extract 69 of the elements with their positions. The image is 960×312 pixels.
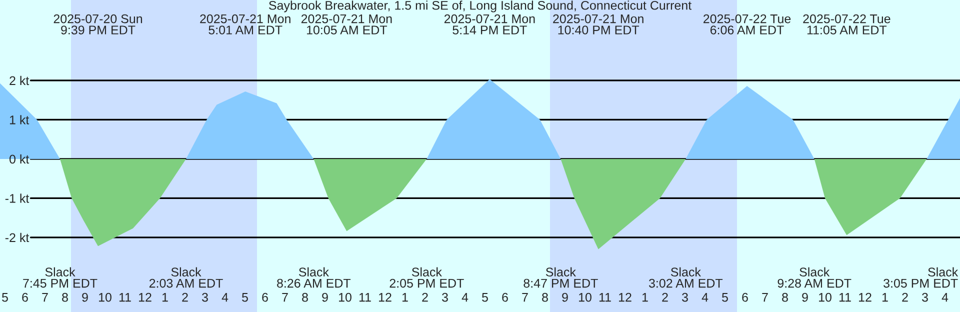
annotation: 2025-07-21 Mon 5:14 PM EDT: [444, 14, 535, 34]
x-tick-label: 3: [922, 292, 928, 302]
x-tick-label: 2: [662, 292, 668, 302]
x-tick-label: 4: [702, 293, 708, 302]
annotation: Slack 3:02 AM EDT: [648, 267, 723, 288]
x-tick-label: 12: [619, 292, 632, 302]
x-tick-label: 4: [942, 293, 948, 302]
annotation: 2025-07-22 Tue 6:06 AM EDT: [704, 14, 791, 34]
x-tick-label: 10: [339, 292, 352, 302]
x-tick-label: 2: [902, 292, 908, 302]
annotation: 2025-07-20 Sun 9:39 PM EDT: [54, 14, 142, 34]
annotation: Slack 2:03 AM EDT: [149, 267, 223, 288]
x-tick-label: 6: [742, 292, 748, 302]
x-tick-label: 5: [482, 293, 488, 302]
x-tick-label: 11: [119, 293, 131, 302]
x-tick-label: 6: [502, 292, 508, 302]
y-tick-label: 0 kt: [10, 154, 30, 164]
annotation: 2025-07-22 Tue 11:05 AM EDT: [803, 14, 890, 34]
x-tick-label: 10: [819, 292, 832, 302]
y-tick-label: 2 kt: [10, 76, 30, 86]
annotation: 2025-07-21 Mon 10:40 PM EDT: [553, 14, 644, 34]
x-tick-label: 9: [562, 292, 568, 302]
annotation: Slack 7:45 PM EDT: [23, 267, 98, 288]
x-tick-label: 5: [2, 293, 8, 302]
x-tick-label: 7: [42, 293, 48, 302]
x-tick-label: 8: [782, 292, 788, 302]
annotation: 2025-07-21 Mon 10:05 AM EDT: [301, 14, 392, 34]
x-tick-label: 10: [579, 292, 592, 302]
x-tick-label: 8: [62, 292, 68, 302]
x-tick-label: 1: [402, 293, 408, 302]
x-tick-label: 9: [322, 292, 328, 302]
x-tick-label: 3: [682, 292, 688, 302]
x-tick-label: 4: [222, 293, 228, 302]
x-tick-label: 5: [722, 293, 728, 302]
y-tick-label: 1 kt: [10, 115, 30, 124]
y-tick-label: -1 kt: [5, 194, 30, 203]
annotation: Slack 9:28 AM EDT: [778, 267, 852, 288]
x-tick-label: 11: [839, 293, 851, 302]
x-tick-label: 3: [442, 292, 448, 302]
x-tick-label: 9: [82, 292, 88, 302]
x-tick-label: 5: [242, 293, 248, 302]
chart-title: Saybrook Breakwater, 1.5 mi SE of, Long Island Sound, Connecticut Current: [269, 0, 692, 12]
x-tick-label: 2: [182, 292, 188, 302]
annotation: Slack 3:05 PM EDT: [884, 267, 958, 288]
annotation: Slack 8:47 PM EDT: [524, 267, 598, 288]
x-tick-label: 1: [642, 293, 648, 302]
x-tick-label: 9: [802, 292, 808, 302]
x-tick-label: 11: [599, 293, 611, 302]
x-tick-label: 8: [542, 292, 548, 302]
x-tick-label: 1: [162, 293, 168, 302]
x-tick-label: 6: [262, 292, 268, 302]
x-tick-label: 1: [882, 293, 888, 302]
annotation: Slack 2:05 PM EDT: [390, 267, 464, 288]
x-tick-label: 8: [302, 292, 308, 302]
x-tick-label: 12: [859, 292, 872, 302]
x-tick-label: 7: [762, 293, 768, 302]
x-tick-label: 6: [22, 292, 28, 302]
annotation: Slack 8:26 AM EDT: [277, 267, 351, 288]
x-tick-label: 12: [379, 292, 392, 302]
x-tick-label: 10: [99, 292, 112, 302]
x-tick-label: 2: [422, 292, 428, 302]
x-tick-label: 4: [462, 293, 468, 302]
x-tick-label: 12: [139, 292, 152, 302]
x-tick-label: 7: [282, 293, 288, 302]
annotation: 2025-07-21 Mon 5:01 AM EDT: [200, 14, 290, 34]
x-tick-label: 7: [522, 293, 528, 302]
y-tick-label: -2 kt: [5, 232, 30, 242]
x-tick-label: 3: [202, 292, 208, 302]
x-tick-label: 11: [359, 293, 371, 302]
